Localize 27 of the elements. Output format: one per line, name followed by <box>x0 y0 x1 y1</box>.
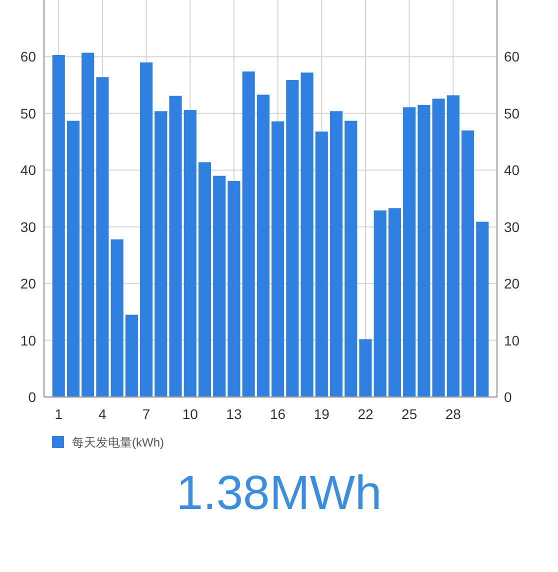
y2-tick-label: 40 <box>504 162 520 178</box>
x-tick-label: 13 <box>226 406 242 422</box>
x-tick-label: 22 <box>358 406 374 422</box>
x-tick-label: 16 <box>270 406 286 422</box>
legend: 每天发电量(kWh) <box>52 436 164 450</box>
y2-tick-label: 30 <box>504 218 520 235</box>
y2-tick-label: 20 <box>504 276 520 292</box>
y2-tick-label: 50 <box>504 105 520 122</box>
legend-label: 每天发电量(kWh) <box>72 436 164 450</box>
x-tick-label: 28 <box>445 406 462 422</box>
x-tick-label: 10 <box>182 406 198 422</box>
y2-tick-label: 60 <box>504 48 520 65</box>
y-tick-label: 40 <box>20 162 36 178</box>
y-tick-label: 50 <box>20 105 36 122</box>
y-tick-label: 20 <box>20 276 36 292</box>
y-tick-label: 10 <box>20 332 36 348</box>
y-tick-label: 60 <box>20 48 36 65</box>
x-tick-label: 19 <box>314 406 330 422</box>
x-tick-label: 1 <box>54 406 63 422</box>
x-tick-label: 25 <box>402 406 418 422</box>
x-tick-label: 4 <box>98 406 107 422</box>
x-tick-label: 7 <box>142 406 150 422</box>
y2-tick-label: 0 <box>504 389 512 405</box>
y-tick-label: 30 <box>20 218 36 235</box>
y-tick-label: 0 <box>28 389 36 405</box>
y2-tick-label: 10 <box>504 332 520 348</box>
text: 1.38MWh <box>176 467 382 520</box>
